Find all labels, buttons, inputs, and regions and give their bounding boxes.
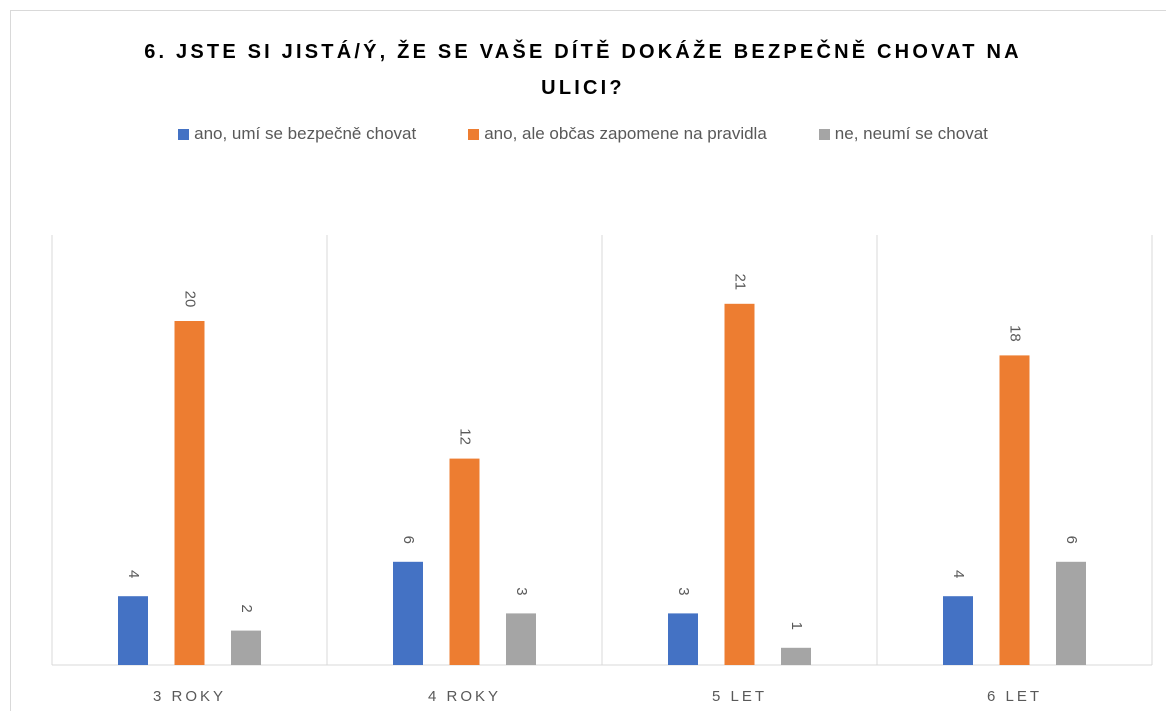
bar (449, 458, 480, 665)
x-tick-label: 3 ROKY (153, 688, 226, 705)
x-tick-label: 4 ROKY (428, 688, 501, 705)
bar (668, 613, 698, 665)
legend-label: ano, ale občas zapomene na pravidla (484, 124, 767, 143)
legend-swatch (818, 128, 830, 140)
chart-frame (10, 10, 1166, 711)
legend-swatch (178, 128, 190, 140)
legend-label: ano, umí se bezpečně chovat (194, 124, 417, 143)
data-label: 1 (788, 622, 805, 630)
data-label: 20 (182, 291, 199, 308)
legend-item: ano, ale občas zapomene na pravidla (468, 124, 767, 144)
data-label: 3 (513, 587, 530, 595)
legend-label: ne, neumí se chovat (834, 124, 988, 143)
legend-item: ne, neumí se chovat (818, 124, 988, 144)
legend-swatch (468, 128, 480, 140)
data-label: 4 (125, 570, 142, 578)
data-label: 21 (732, 273, 749, 290)
chart-title: 6. JSTE SI JISTÁ/Ý, ŽE SE VAŠE DÍTĚ DOKÁ… (144, 41, 1022, 99)
data-label: 6 (1063, 536, 1080, 544)
data-label: 4 (950, 570, 967, 578)
bar (943, 596, 973, 665)
bar (393, 561, 423, 665)
legend-item: ano, umí se bezpečně chovat (178, 124, 416, 144)
x-tick-label: 6 LET (987, 688, 1042, 705)
data-label: 18 (1007, 325, 1024, 342)
bar (781, 647, 811, 665)
bar (724, 303, 755, 665)
bar (231, 630, 261, 665)
data-label: 12 (457, 428, 474, 445)
data-label: 6 (400, 536, 417, 544)
bar (1056, 561, 1086, 665)
bar (174, 321, 205, 665)
data-label: 3 (675, 587, 692, 595)
bar (506, 613, 536, 665)
bar (999, 355, 1030, 665)
x-tick-label: 5 LET (712, 688, 767, 705)
bar (118, 596, 148, 665)
data-label: 2 (238, 604, 255, 612)
legend: ano, umí se bezpečně chovat ano, ale obča… (0, 124, 1166, 144)
